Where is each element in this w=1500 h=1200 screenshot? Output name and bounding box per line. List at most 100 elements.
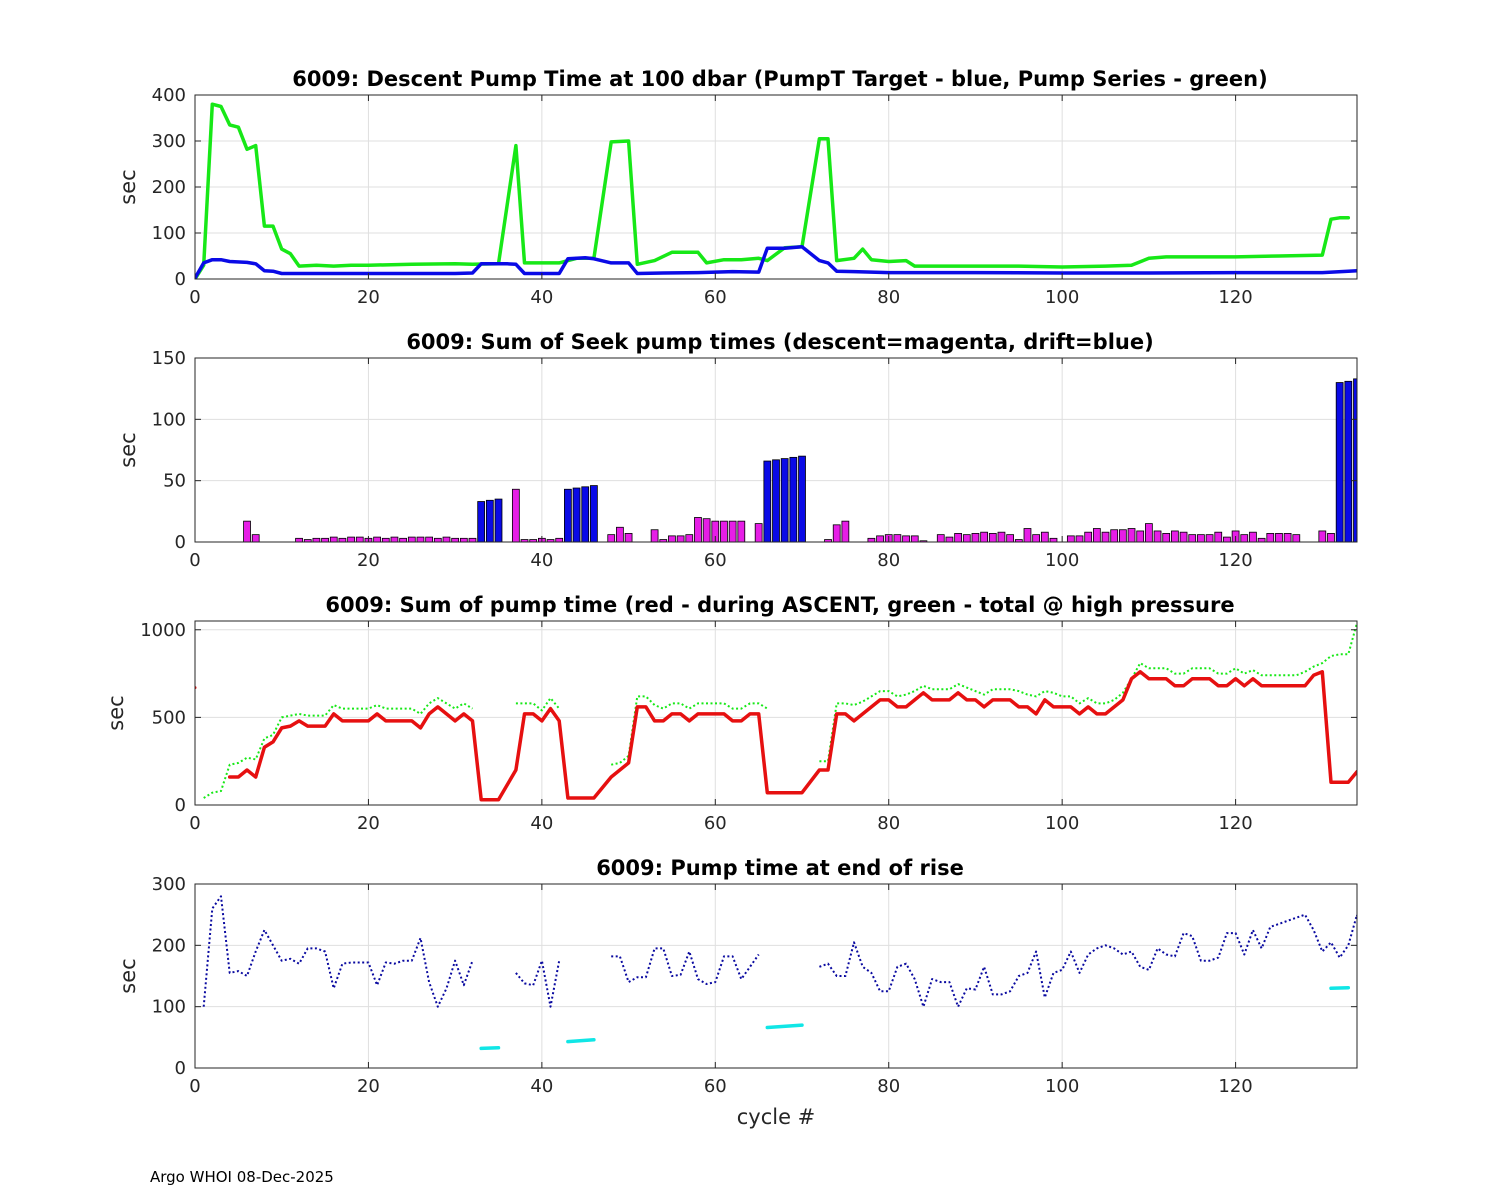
bar [477,501,486,542]
bar [980,531,988,542]
bar [433,537,442,542]
x-tick-label: 80 [877,1076,900,1097]
bar [798,455,806,542]
bar [668,535,676,542]
bar [1023,528,1032,542]
bar [1327,533,1335,542]
bar [954,533,962,542]
bar [581,486,590,542]
bar [720,520,728,542]
bar [1283,533,1292,542]
data-layer [195,102,1357,279]
y-tick-label: 0 [175,795,186,816]
bar [1014,539,1023,542]
bar [702,518,711,542]
y-tick-label: 300 [152,874,186,895]
bar [451,537,460,542]
x-tick-label: 60 [704,550,727,571]
bar [754,523,763,542]
bar [1335,382,1344,542]
bar [1084,531,1093,542]
x-tick-label: 0 [189,287,200,308]
bar [1344,380,1353,542]
y-tick-label: 500 [152,707,186,728]
bar [511,488,520,542]
bar [841,520,850,542]
bar [425,536,434,542]
bar [1118,529,1127,542]
bar [520,539,529,542]
y-axis-label: sec [116,169,140,204]
plot-area [195,621,1357,805]
y-tick-label: 200 [152,935,186,956]
bar [737,520,746,542]
y-axis-label: sec [116,958,140,993]
y-axis-label: sec [116,432,140,467]
x-tick-label: 80 [877,550,900,571]
bar [789,456,798,542]
y-tick-label: 100 [152,997,186,1018]
bar [355,536,364,542]
axes-box [194,357,1358,543]
bar [1162,533,1171,542]
bar [1223,536,1231,542]
bar [902,535,910,542]
bar [442,536,451,542]
bar [624,533,633,542]
bar [1214,531,1223,542]
x-tick-label: 0 [189,550,200,571]
axes-box [194,620,1358,806]
plot-area [195,884,1357,1068]
bar [564,488,572,542]
bar [416,536,425,542]
bar [1205,534,1214,542]
x-tick-label: 20 [357,550,380,571]
bar [763,460,772,542]
bar [1049,537,1058,542]
x-tick-label: 0 [189,1076,200,1097]
bar [988,533,997,542]
bar [303,539,312,542]
y-tick-label: 200 [152,177,186,198]
x-tick-label: 20 [357,287,380,308]
bar [945,536,954,542]
bar [555,537,564,542]
bar [685,534,694,542]
data-layer [195,622,1357,802]
bar [468,537,477,542]
panel-2: 0 20 40 60 80 100 120 0 50 100 150 6009: Sum of See… [116,330,1358,571]
x-axis-label: cycle # [737,1105,816,1129]
bar [243,520,251,542]
bar [1127,528,1136,542]
bar [1171,530,1179,542]
y-tick-label: 400 [152,85,186,106]
x-tick-label: 100 [1045,813,1079,834]
bar [1257,537,1266,542]
bar [607,534,616,542]
bar [1136,530,1145,542]
x-tick-label: 60 [704,287,727,308]
bar [590,485,598,542]
bar [390,536,399,542]
y-axis-label: sec [104,695,128,730]
series-segment-cyan-0 [479,1046,501,1051]
series-line-green-1 [515,697,560,712]
bar [1318,530,1327,542]
y-tick-label: 150 [152,348,186,369]
bar [832,524,841,542]
series-line-blue-0 [195,245,1357,279]
bar [1188,534,1197,542]
bar [650,529,659,542]
y-tick-label: 0 [175,269,186,290]
bar [893,534,902,542]
x-tick-label: 20 [357,813,380,834]
x-tick-label: 120 [1218,550,1252,571]
series-segment-cyan-2 [765,1023,804,1030]
bar [824,539,832,542]
x-tick-label: 40 [530,550,553,571]
bar [407,536,416,542]
x-tick-label: 60 [704,1076,727,1097]
bar [676,535,685,542]
